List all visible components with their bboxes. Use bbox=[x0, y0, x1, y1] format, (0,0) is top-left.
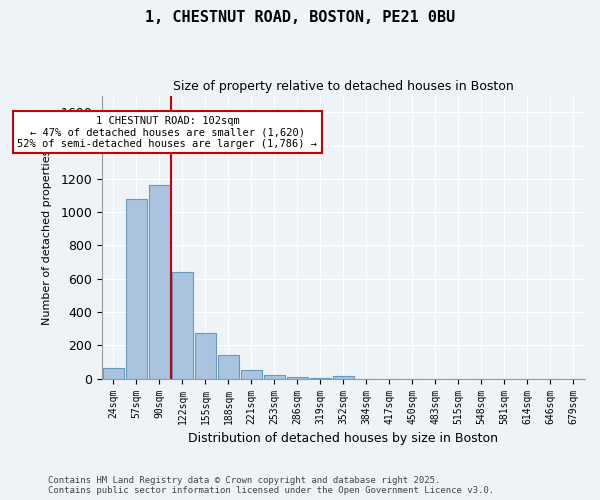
Title: Size of property relative to detached houses in Boston: Size of property relative to detached ho… bbox=[173, 80, 514, 93]
X-axis label: Distribution of detached houses by size in Boston: Distribution of detached houses by size … bbox=[188, 432, 499, 445]
Text: 1 CHESTNUT ROAD: 102sqm
← 47% of detached houses are smaller (1,620)
52% of semi: 1 CHESTNUT ROAD: 102sqm ← 47% of detache… bbox=[17, 116, 317, 148]
Bar bbox=[172, 272, 193, 378]
Y-axis label: Number of detached properties: Number of detached properties bbox=[42, 150, 52, 325]
Bar bbox=[241, 370, 262, 378]
Bar bbox=[195, 333, 216, 378]
Text: 1, CHESTNUT ROAD, BOSTON, PE21 0BU: 1, CHESTNUT ROAD, BOSTON, PE21 0BU bbox=[145, 10, 455, 25]
Bar bbox=[333, 376, 354, 378]
Text: Contains HM Land Registry data © Crown copyright and database right 2025.
Contai: Contains HM Land Registry data © Crown c… bbox=[48, 476, 494, 495]
Bar bbox=[218, 356, 239, 378]
Bar bbox=[264, 376, 285, 378]
Bar bbox=[126, 199, 147, 378]
Bar bbox=[103, 368, 124, 378]
Bar bbox=[149, 186, 170, 378]
Bar bbox=[287, 376, 308, 378]
